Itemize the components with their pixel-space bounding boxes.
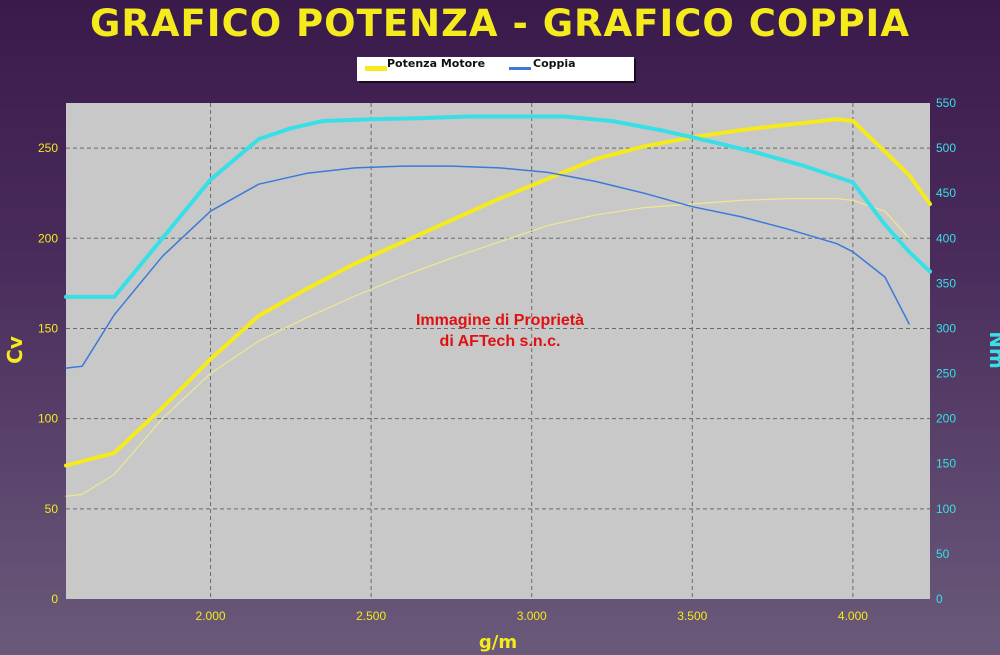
x-axis-label: g/m [479, 632, 517, 653]
legend-swatch-power [365, 66, 387, 71]
tick-label-y-right: 50 [936, 547, 950, 561]
tick-labels: 0 50 100 150 200 250 0 50 100 150 200 250 300 350 400 4… [38, 96, 956, 623]
watermark-line-2: di AFTech s.n.c. [440, 333, 561, 350]
grid-lines [66, 103, 930, 599]
series-power-stock [65, 198, 910, 497]
y-axis-label-right: Nm [985, 331, 1000, 369]
tick-label-x: 4.000 [838, 609, 868, 623]
tick-label-y-right: 200 [936, 412, 956, 426]
tick-label-y-left: 0 [51, 592, 58, 606]
tick-label-y-right: 300 [936, 321, 956, 335]
legend-swatch-torque [509, 67, 531, 70]
tick-label-y-right: 550 [936, 96, 956, 110]
legend-label-torque: Coppia [533, 57, 576, 70]
tick-label-y-right: 400 [936, 231, 956, 245]
tick-label-y-left: 50 [45, 502, 59, 516]
series-torque-tuned [64, 114, 932, 299]
tick-label-x: 2.500 [356, 609, 386, 623]
tick-label-y-right: 0 [936, 592, 943, 606]
tick-label-y-left: 150 [38, 321, 58, 335]
tick-label-x: 3.500 [677, 609, 707, 623]
series-group [64, 114, 932, 497]
legend: Potenza Motore Coppia [357, 57, 634, 81]
tick-label-x: 3.000 [517, 609, 547, 623]
tick-label-y-right: 350 [936, 276, 956, 290]
tick-label-x: 2.000 [196, 609, 226, 623]
series-power-tuned [64, 117, 932, 468]
tick-label-y-right: 500 [936, 141, 956, 155]
tick-label-y-left: 100 [38, 412, 58, 426]
tick-label-y-right: 450 [936, 186, 956, 200]
plot-area [66, 103, 930, 599]
chart-title: GRAFICO POTENZA - GRAFICO COPPIA [90, 2, 910, 45]
tick-label-y-right: 250 [936, 367, 956, 381]
tick-label-y-right: 100 [936, 502, 956, 516]
legend-label-power: Potenza Motore [387, 57, 486, 70]
tick-label-y-right: 150 [936, 457, 956, 471]
series-torque-stock [65, 165, 910, 369]
y-axis-label-left: Cv [3, 336, 27, 364]
watermark-line-1: Immagine di Proprietà [416, 312, 584, 329]
tick-label-y-left: 250 [38, 141, 58, 155]
tick-label-y-left: 200 [38, 231, 58, 245]
